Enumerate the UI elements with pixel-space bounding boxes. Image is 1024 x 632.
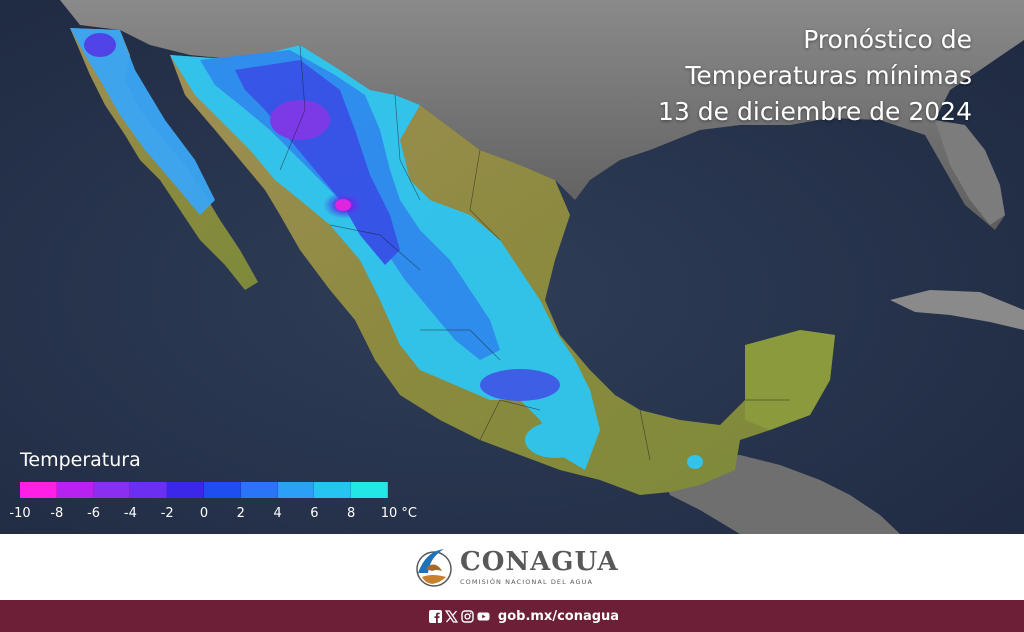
legend-swatch [93, 482, 131, 498]
footer-website-link[interactable]: gob.mx/conagua [497, 608, 620, 624]
mexico-temperature-map [0, 0, 1024, 534]
brand-name: CONAGUA [460, 546, 619, 577]
legend-tick-label: -6 [87, 506, 101, 521]
legend-swatch [130, 482, 168, 498]
facebook-icon[interactable] [428, 609, 442, 623]
legend-tick-label: 10 °C [380, 506, 418, 521]
x-icon[interactable] [444, 609, 458, 623]
legend-tick-label: 0 [199, 506, 209, 521]
legend-swatch [56, 482, 94, 498]
legend-tick-label: -4 [123, 506, 137, 521]
state-borders [279, 44, 790, 461]
brand-subtitle: COMISIÓN NACIONAL DEL AGUA [460, 577, 594, 586]
legend-swatch [314, 482, 352, 498]
legend-tick-label: 2 [236, 506, 245, 521]
conagua-logo: CONAGUA COMISIÓN NACIONAL DEL AGUA [410, 543, 619, 591]
legend-tick-label: 8 [347, 506, 356, 521]
legend-tick-label: -10 [9, 506, 31, 521]
legend-ticks: -10 -8 -6 -4 -2 0 2 4 6 8 10 °C [9, 506, 426, 524]
legend-title: Temperatura [20, 449, 141, 471]
title-line-3: 13 de diciembre de 2024 [658, 97, 972, 126]
legend-swatch [167, 482, 204, 498]
legend-swatch [351, 482, 388, 498]
forecast-map: Pronóstico de Temperaturas mínimas 13 de… [0, 0, 1024, 534]
youtube-icon[interactable] [477, 610, 490, 623]
legend-color-bar [20, 482, 388, 498]
map-title: Pronóstico de Temperaturas mínimas 13 de… [658, 22, 972, 130]
temperature-overlay [70, 28, 703, 470]
legend-tick-label: -8 [50, 506, 64, 521]
legend-swatch [277, 482, 315, 498]
usa-landmass [60, 0, 1024, 230]
conagua-emblem-icon [416, 549, 452, 587]
legend-swatch [240, 482, 278, 498]
instagram-icon[interactable] [461, 609, 474, 623]
title-line-1: Pronóstico de [803, 25, 972, 54]
logo-band: CONAGUA COMISIÓN NACIONAL DEL AGUA [0, 534, 1024, 600]
legend-tick-label: -2 [160, 506, 174, 521]
temperature-legend: Temperatura -10 -8 -6 -4 -2 0 2 4 6 8 10 °C [9, 448, 426, 524]
florida [935, 120, 1005, 225]
cuba [890, 290, 1024, 330]
title-line-2: Temperaturas mínimas [685, 61, 972, 90]
legend-swatch [20, 482, 57, 498]
legend-tick-label: 4 [273, 506, 282, 521]
legend-swatch [203, 482, 241, 498]
yucatan [745, 330, 835, 430]
legend-tick-label: 6 [310, 506, 319, 521]
footer-bar: gob.mx/conagua [0, 600, 1024, 632]
